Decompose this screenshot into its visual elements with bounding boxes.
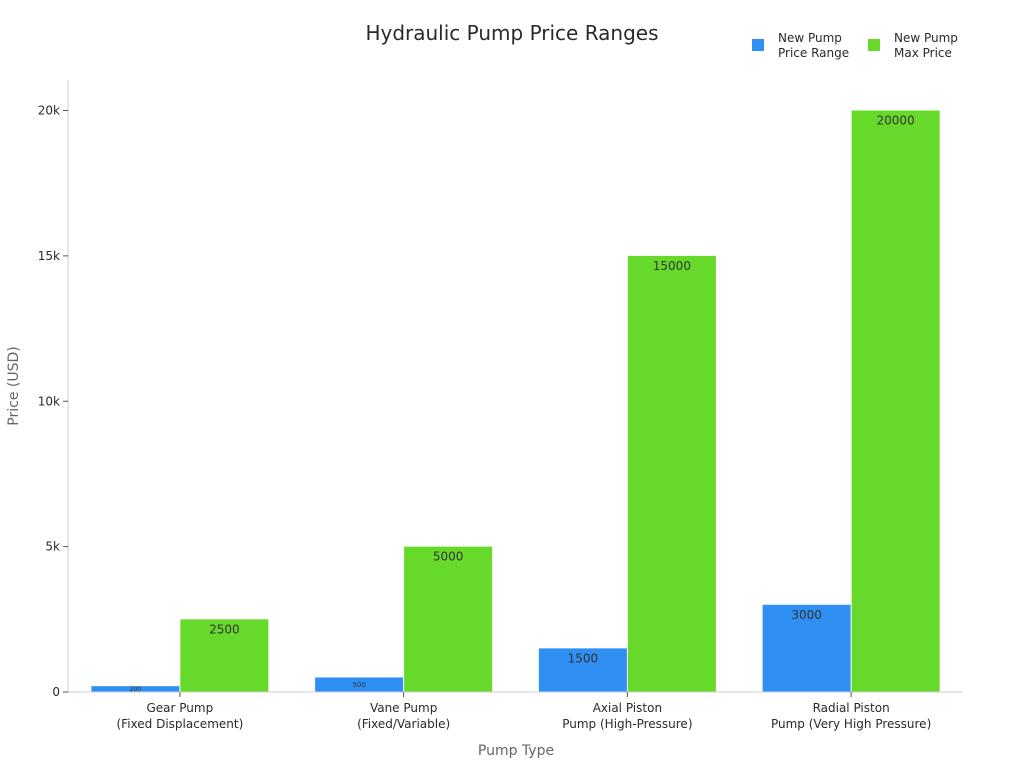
y-tick-label: 15k xyxy=(38,249,60,263)
bar xyxy=(91,686,180,692)
bar-data-label: 1500 xyxy=(568,651,599,665)
x-tick-label-line: (Fixed Displacement) xyxy=(116,717,243,731)
chart-title: Hydraulic Pump Price Ranges xyxy=(365,21,658,45)
legend-swatch xyxy=(868,39,880,51)
legend-label-line: Max Price xyxy=(894,46,952,60)
x-axis-title: Pump Type xyxy=(478,743,554,759)
bar-labels-group: 200 2500 500 5000 1500 15000 3000 20000 xyxy=(130,114,915,694)
bar xyxy=(315,677,404,692)
x-tick-label-line: Vane Pump xyxy=(370,701,437,715)
x-tick-label-line: (Fixed/Variable) xyxy=(357,717,450,731)
bar-data-label: 2500 xyxy=(209,622,240,636)
legend-label: New Pump Price Range xyxy=(778,31,849,60)
bar-data-label: 20000 xyxy=(877,114,915,128)
x-tick-label: Radial Piston Pump (Very High Pressure) xyxy=(771,701,931,731)
y-tick-label: 5k xyxy=(45,540,60,554)
legend-label-line: Price Range xyxy=(778,46,849,60)
bar-data-label: 200 xyxy=(130,686,142,693)
legend-item[interactable]: New Pump Max Price xyxy=(868,31,958,60)
bar xyxy=(404,546,493,692)
x-tick-label: Axial Piston Pump (High-Pressure) xyxy=(562,701,692,731)
axes-group: 0 5k 10k 15k 20k Gear Pump (Fixed Displacement… xyxy=(38,80,963,731)
bar xyxy=(627,255,716,692)
x-tick-label-line: Radial Piston xyxy=(813,701,890,715)
legend-item[interactable]: New Pump Price Range xyxy=(752,31,849,60)
legend-label-line: New Pump xyxy=(894,31,958,45)
legend-label: New Pump Max Price xyxy=(894,31,958,60)
x-tick-label-line: Pump (High-Pressure) xyxy=(562,717,692,731)
y-tick-label: 0 xyxy=(52,685,60,699)
bar-data-label: 5000 xyxy=(433,550,464,564)
x-tick-label: Gear Pump (Fixed Displacement) xyxy=(116,701,243,731)
bar xyxy=(762,604,851,692)
x-tick-label: Vane Pump (Fixed/Variable) xyxy=(357,701,450,731)
bars-group xyxy=(91,110,940,692)
bar-data-label: 500 xyxy=(352,681,365,689)
x-tick-label-line: Axial Piston xyxy=(593,701,662,715)
bar-data-label: 15000 xyxy=(653,259,691,273)
bar xyxy=(851,110,940,692)
y-axis-title: Price (USD) xyxy=(6,346,22,425)
bar xyxy=(538,648,627,692)
legend-label-line: New Pump xyxy=(778,31,842,45)
x-tick-label-line: Gear Pump xyxy=(147,701,214,715)
x-tick-label-line: Pump (Very High Pressure) xyxy=(771,717,931,731)
legend-swatch xyxy=(752,39,764,51)
bar-data-label: 3000 xyxy=(791,608,822,622)
bar xyxy=(180,619,269,692)
y-tick-label: 10k xyxy=(38,394,60,408)
y-tick-label: 20k xyxy=(38,104,60,118)
